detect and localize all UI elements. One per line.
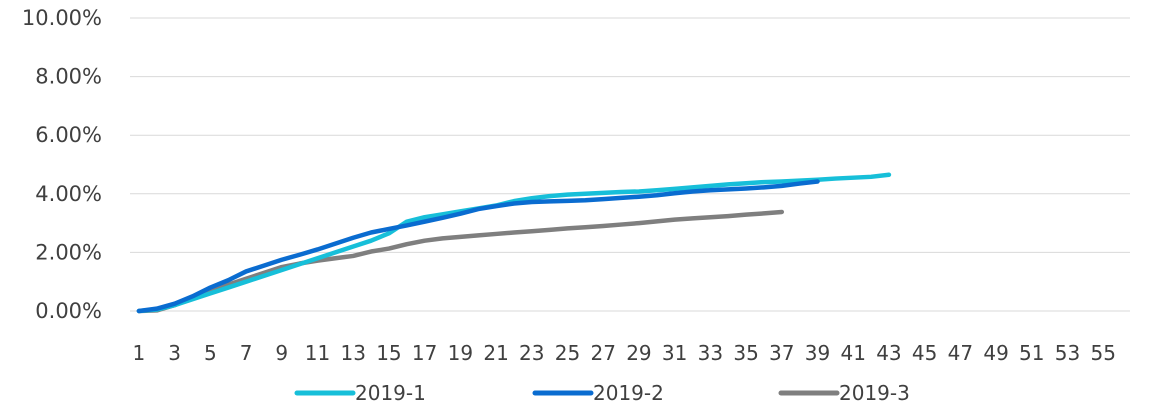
y-tick-label: 8.00%: [35, 65, 102, 89]
series-line-2019-2: [139, 181, 818, 311]
y-tick-label: 4.00%: [35, 182, 102, 206]
x-tick-label: 19: [448, 341, 473, 365]
x-tick-label: 15: [376, 341, 401, 365]
x-tick-label: 9: [275, 341, 288, 365]
x-tick-label: 53: [1055, 341, 1080, 365]
legend: 2019-1 2019-2 2019-3: [297, 381, 910, 405]
legend-label: 2019-1: [355, 381, 426, 405]
x-tick-label: 1: [133, 341, 146, 365]
series-line-2019-3: [139, 212, 782, 311]
y-tick-label: 2.00%: [35, 240, 102, 264]
x-tick-label: 41: [840, 341, 865, 365]
x-axis-ticks: 1 3 5 7 9 11 13 15 17 19 21 23 25 27 29 31 33 35 37 39 41 43 4…: [133, 341, 1116, 365]
series-line-2019-1: [139, 175, 889, 311]
x-tick-label: 5: [204, 341, 217, 365]
x-tick-label: 27: [590, 341, 615, 365]
x-tick-label: 17: [412, 341, 437, 365]
x-tick-label: 23: [519, 341, 544, 365]
x-tick-label: 29: [626, 341, 651, 365]
x-tick-label: 35: [733, 341, 758, 365]
x-tick-label: 25: [555, 341, 580, 365]
x-tick-label: 37: [769, 341, 794, 365]
y-axis-ticks: 0.00% 2.00% 4.00% 6.00% 8.00% 10.00%: [22, 6, 102, 323]
x-tick-label: 21: [483, 341, 508, 365]
x-tick-label: 33: [698, 341, 723, 365]
x-tick-label: 49: [983, 341, 1008, 365]
x-tick-label: 43: [876, 341, 901, 365]
x-tick-label: 45: [912, 341, 937, 365]
x-tick-label: 3: [168, 341, 181, 365]
legend-label: 2019-2: [593, 381, 664, 405]
y-tick-label: 10.00%: [22, 6, 102, 30]
x-tick-label: 51: [1019, 341, 1044, 365]
x-tick-label: 47: [948, 341, 973, 365]
x-tick-label: 39: [805, 341, 830, 365]
y-tick-label: 0.00%: [35, 299, 102, 323]
x-tick-label: 7: [240, 341, 253, 365]
legend-label: 2019-3: [839, 381, 910, 405]
y-tick-label: 6.00%: [35, 123, 102, 147]
x-tick-label: 55: [1090, 341, 1115, 365]
x-tick-label: 13: [340, 341, 365, 365]
x-tick-label: 11: [305, 341, 330, 365]
series-lines: [139, 175, 889, 311]
x-tick-label: 31: [662, 341, 687, 365]
